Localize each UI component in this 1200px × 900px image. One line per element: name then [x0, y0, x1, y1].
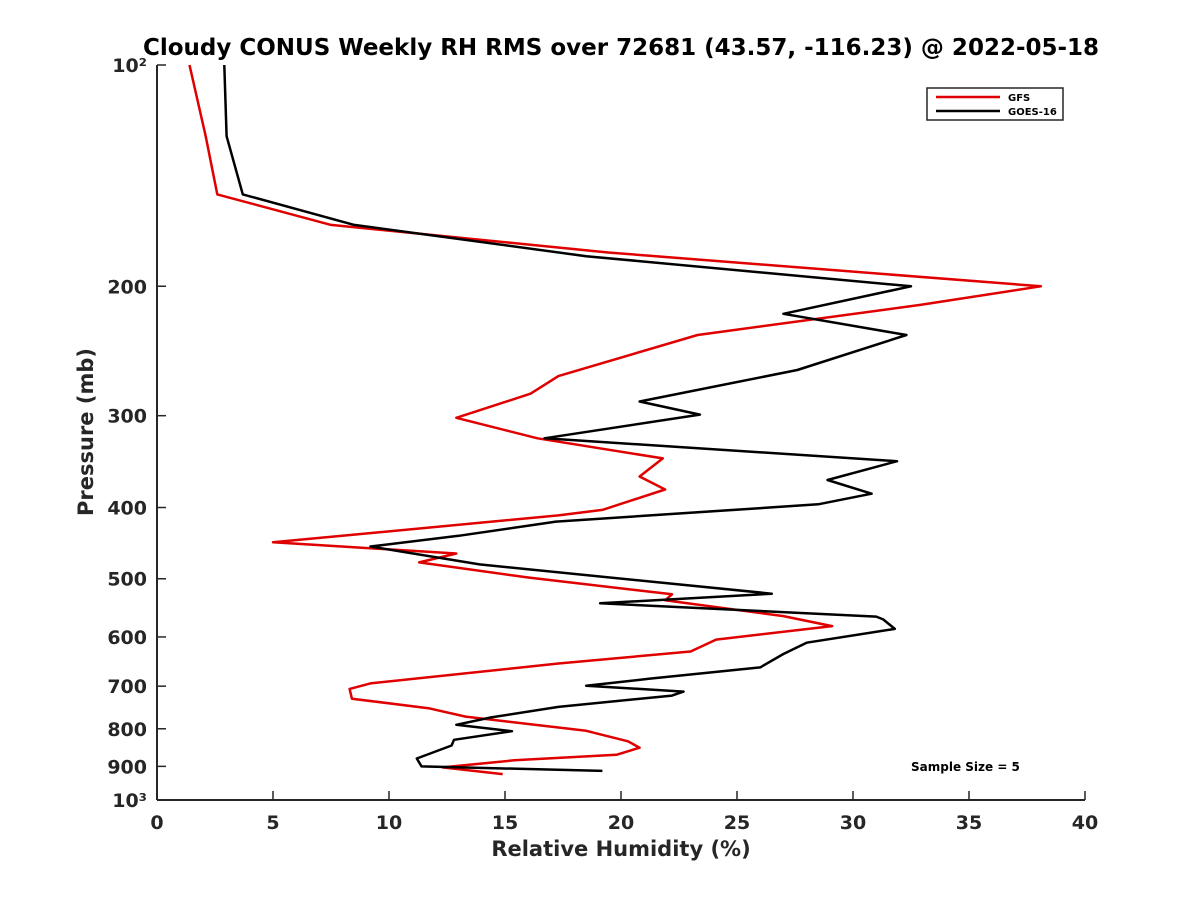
y-tick-label: 300 — [107, 406, 147, 428]
plot-area: 0 5 10 15 20 25 30 35 40 10² 200 300 400 500 600 700 80… — [107, 55, 1098, 834]
legend: GFS GOES-16 — [926, 87, 1064, 121]
y-tick-label: 10² — [112, 55, 147, 77]
y-tick-label: 200 — [107, 276, 147, 298]
x-tick-label: 15 — [492, 812, 518, 834]
y-tick-label: 700 — [107, 676, 147, 698]
x-tick-label: 25 — [724, 812, 750, 834]
x-tick-label: 5 — [266, 812, 279, 834]
x-tick-label: 20 — [608, 812, 634, 834]
x-tick-label: 40 — [1072, 812, 1098, 834]
y-tick-label: 800 — [107, 719, 147, 741]
x-axis-label: Relative Humidity (%) — [491, 837, 750, 861]
x-tick-label: 30 — [840, 812, 866, 834]
legend-label-gfs: GFS — [1008, 93, 1030, 104]
legend-label-goes16: GOES-16 — [1008, 107, 1057, 118]
legend-box — [926, 87, 1064, 121]
y-tick-label: 10³ — [112, 790, 147, 812]
series-line-gfs — [188, 64, 1043, 776]
y-tick-label: 900 — [107, 756, 147, 778]
y-axis-label: Pressure (mb) — [74, 348, 98, 516]
y-tick-label: 400 — [107, 498, 147, 520]
series-layer — [188, 64, 1043, 776]
x-tick-label: 10 — [376, 812, 402, 834]
y-tick-label: 600 — [107, 627, 147, 649]
chart-title: Cloudy CONUS Weekly RH RMS over 72681 (4… — [143, 35, 1099, 61]
y-ticks: 10² 200 300 400 500 600 700 800 900 10³ — [107, 55, 166, 812]
series-line-goes16 — [223, 64, 913, 773]
x-tick-label: 0 — [150, 812, 163, 834]
y-tick-label: 500 — [107, 569, 147, 591]
x-ticks: 0 5 10 15 20 25 30 35 40 — [150, 791, 1098, 834]
x-tick-label: 35 — [956, 812, 982, 834]
sample-size-annotation: Sample Size = 5 — [911, 760, 1020, 774]
